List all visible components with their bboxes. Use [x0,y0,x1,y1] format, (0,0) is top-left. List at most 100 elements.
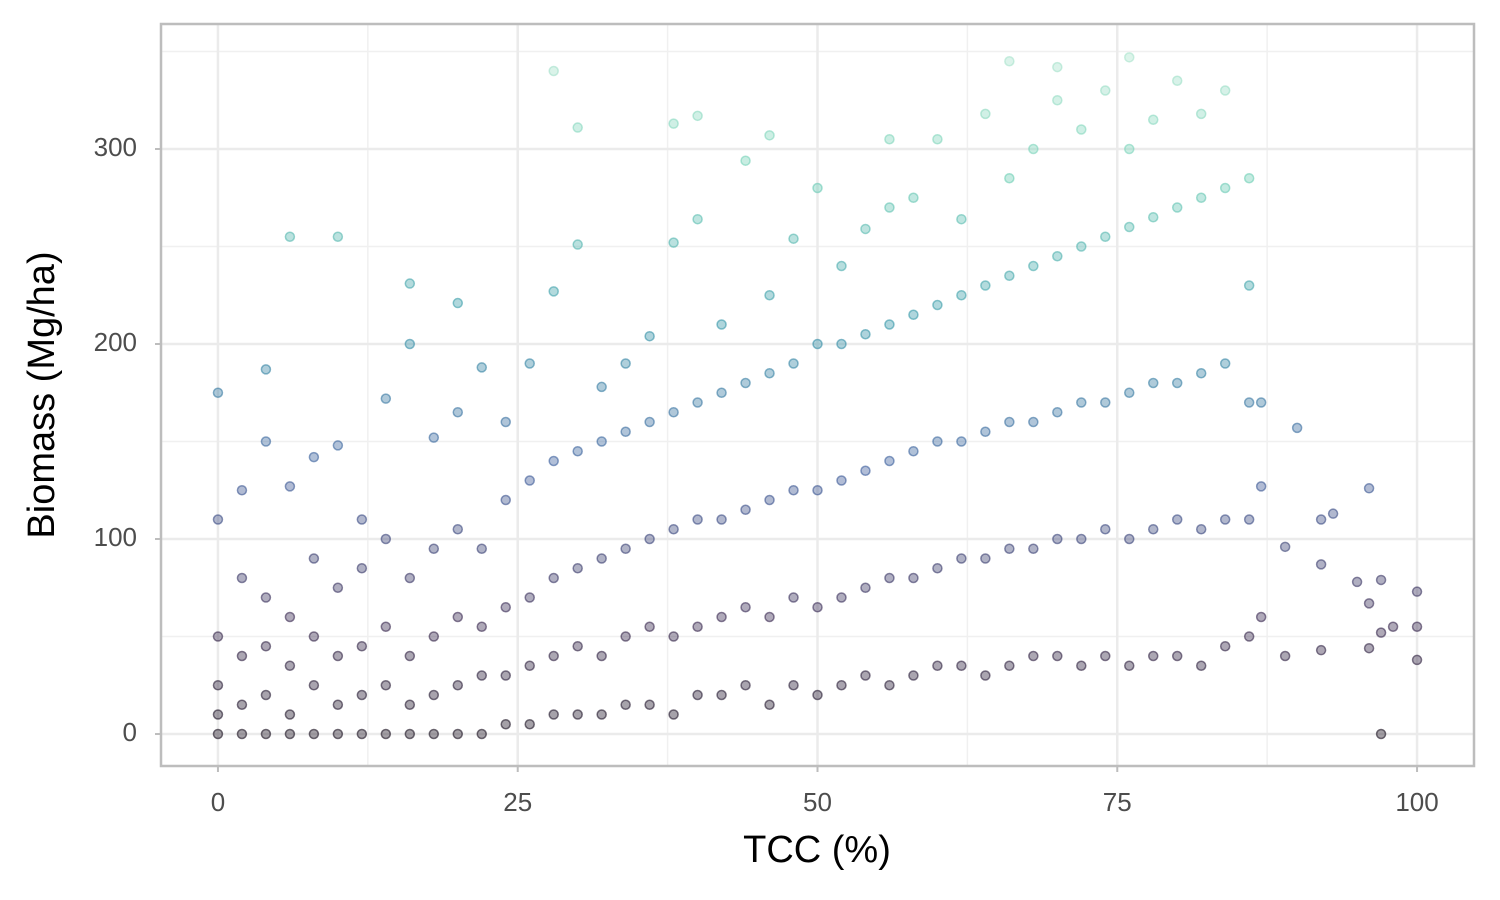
point [1147,212,1159,223]
point [572,122,583,133]
point [860,670,871,681]
point [1243,514,1255,525]
point [740,155,751,166]
point [1411,654,1423,666]
point [212,631,224,642]
point [356,641,368,652]
point [956,213,967,225]
point [644,416,655,428]
point [1351,576,1363,588]
point [1315,514,1327,525]
point [1052,650,1063,662]
point [932,436,943,447]
point [1315,559,1327,570]
point [1076,660,1087,672]
point [740,602,751,613]
y-tick-label: 0 [123,717,137,747]
point [404,572,416,584]
point [1411,621,1423,633]
point [380,680,392,691]
point [908,670,919,681]
point [476,621,488,633]
point [1076,124,1087,135]
point [1171,377,1183,389]
point [1100,524,1111,535]
point [596,436,607,447]
point [740,680,751,691]
point [764,130,775,141]
x-tick-label: 100 [1395,787,1438,817]
point [1028,260,1039,272]
point [404,278,416,289]
point [380,393,392,404]
point [572,239,583,250]
point [500,416,511,428]
point [260,728,272,740]
point [980,426,991,438]
point [764,699,775,711]
point [1219,358,1231,369]
point [956,553,967,564]
point [452,407,464,418]
point [788,358,799,369]
point [1052,251,1063,262]
point [1375,728,1387,740]
x-tick-label: 75 [1103,787,1132,817]
point [860,329,871,340]
point [380,533,392,545]
point [1291,422,1303,434]
point [692,514,703,525]
point [620,358,631,369]
point [1100,231,1111,243]
point [692,213,703,225]
point [1219,641,1231,652]
point [1171,514,1183,525]
x-axis-title: TCC (%) [743,829,891,871]
point [332,582,344,594]
point [716,689,727,701]
point [668,524,679,535]
point [212,709,224,720]
point [524,475,535,486]
point [620,426,631,438]
point [308,728,320,740]
point [788,233,799,244]
point [1100,397,1111,408]
point [1363,598,1375,609]
point [1243,631,1255,642]
point [1052,407,1063,418]
point [452,611,464,623]
point [572,641,583,652]
point [836,592,847,603]
point [1124,221,1135,233]
point [596,553,607,564]
point [1411,586,1423,597]
x-tick-label: 25 [503,787,532,817]
x-tick-label: 50 [803,787,832,817]
point [1255,481,1267,492]
point [572,563,583,574]
point [524,660,535,672]
point [1124,52,1135,63]
point [932,299,943,311]
point [1004,660,1015,672]
point [1243,173,1255,184]
point [428,432,440,443]
point [284,611,296,623]
point [1171,202,1183,213]
point [1243,397,1255,408]
point [716,611,727,623]
point [908,446,919,457]
point [908,309,919,321]
point [1052,94,1063,106]
point [332,699,344,711]
point [932,563,943,574]
point [1124,533,1135,545]
point [956,290,967,301]
point [356,728,368,740]
point [668,631,679,642]
point [308,451,320,463]
point [1052,533,1063,545]
point [1243,280,1255,291]
point [956,660,967,672]
